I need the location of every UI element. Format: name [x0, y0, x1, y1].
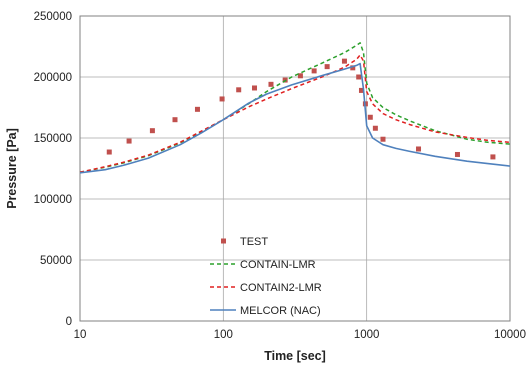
data-point-test [341, 58, 347, 64]
data-point-test [219, 96, 225, 102]
data-point-test [106, 149, 112, 155]
data-point-test [324, 64, 330, 70]
data-point-test [126, 138, 132, 144]
x-axis-title: Time [sec] [264, 349, 326, 363]
data-point-test [236, 87, 242, 93]
y-tick-label: 250000 [34, 11, 72, 23]
y-tick-label: 0 [66, 316, 72, 328]
data-point-test [356, 74, 362, 80]
data-point-test [380, 136, 386, 142]
data-point-test [268, 81, 274, 87]
series-line-contain2-lmr [79, 54, 511, 173]
data-point-test [350, 65, 356, 71]
legend: TEST CONTAIN-LMR CONTAIN2-LMR MELCOR (NAC) [210, 236, 322, 317]
legend-label-test: TEST [240, 236, 268, 248]
data-point-test [311, 68, 317, 74]
data-point-test [252, 85, 258, 91]
y-tick-label: 200000 [34, 72, 72, 84]
x-tick-label: 10000 [494, 329, 526, 341]
y-tick-label: 50000 [40, 255, 72, 267]
x-tick-label: 100 [214, 329, 233, 341]
data-point-test [172, 117, 178, 123]
legend-label-contain-lmr: CONTAIN-LMR [240, 259, 316, 271]
legend-label-contain2-lmr: CONTAIN2-LMR [240, 282, 322, 294]
series-group [79, 42, 511, 174]
legend-label-melcor-nac: MELCOR (NAC) [240, 305, 321, 317]
data-point-test [416, 146, 422, 152]
x-tick-label: 1000 [354, 329, 380, 341]
data-point-test [358, 87, 364, 93]
x-tick-label: 10 [74, 329, 87, 341]
data-point-test [372, 125, 378, 131]
data-point-test [194, 106, 200, 112]
series-line-contain-lmr [79, 42, 511, 173]
y-axis-title: Pressure [Pa] [5, 128, 19, 209]
data-point-test [297, 73, 303, 79]
y-tick-label: 150000 [34, 133, 72, 145]
data-point-test [490, 154, 496, 160]
legend-marker-test [221, 238, 226, 244]
tick-labels: 0 50000 100000 150000 200000 250000 10 100 1000 1… [34, 11, 526, 341]
grid-lines [79, 15, 511, 322]
plot-area-frame [79, 15, 511, 322]
data-point-test [149, 128, 155, 134]
data-point-test [454, 151, 460, 157]
series-line-melcor-nac [79, 62, 511, 174]
y-tick-label: 100000 [34, 194, 72, 206]
data-point-test [367, 114, 373, 120]
